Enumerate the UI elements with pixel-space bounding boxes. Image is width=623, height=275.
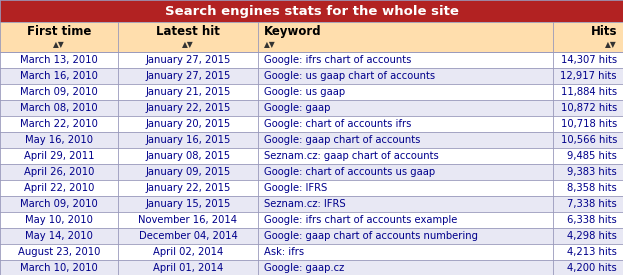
Text: Google: gaap.cz: Google: gaap.cz <box>264 263 345 273</box>
Bar <box>0 0 623 22</box>
Text: May 14, 2010: May 14, 2010 <box>25 231 93 241</box>
Text: Google: IFRS: Google: IFRS <box>264 183 327 193</box>
Text: 9,383 hits: 9,383 hits <box>568 167 617 177</box>
Text: January 27, 2015: January 27, 2015 <box>145 55 231 65</box>
Text: Google: gaap: Google: gaap <box>264 103 330 113</box>
Text: Google: gaap chart of accounts numbering: Google: gaap chart of accounts numbering <box>264 231 478 241</box>
Text: ▲▼: ▲▼ <box>264 40 276 49</box>
Text: March 13, 2010: March 13, 2010 <box>20 55 98 65</box>
Text: April 02, 2014: April 02, 2014 <box>153 247 223 257</box>
Text: January 20, 2015: January 20, 2015 <box>145 119 231 129</box>
Text: August 23, 2010: August 23, 2010 <box>18 247 100 257</box>
Bar <box>0 148 623 164</box>
Text: Seznam.cz: IFRS: Seznam.cz: IFRS <box>264 199 346 209</box>
Text: ▲▼: ▲▼ <box>606 40 617 49</box>
Text: 8,358 hits: 8,358 hits <box>568 183 617 193</box>
Text: First time: First time <box>27 25 91 38</box>
Text: Keyword: Keyword <box>264 25 321 38</box>
Text: May 10, 2010: May 10, 2010 <box>25 215 93 225</box>
Text: May 16, 2010: May 16, 2010 <box>25 135 93 145</box>
Bar <box>0 84 623 100</box>
Text: January 16, 2015: January 16, 2015 <box>145 135 231 145</box>
Text: Google: us gaap chart of accounts: Google: us gaap chart of accounts <box>264 71 435 81</box>
Bar <box>0 116 623 132</box>
Text: Hits: Hits <box>591 25 617 38</box>
Text: 7,338 hits: 7,338 hits <box>568 199 617 209</box>
Text: ▲▼: ▲▼ <box>182 40 194 49</box>
Text: 9,485 hits: 9,485 hits <box>567 151 617 161</box>
Bar <box>0 244 623 260</box>
Text: 10,718 hits: 10,718 hits <box>561 119 617 129</box>
Bar <box>0 68 623 84</box>
Bar <box>0 132 623 148</box>
Text: Google: ifrs chart of accounts: Google: ifrs chart of accounts <box>264 55 411 65</box>
Text: Google: ifrs chart of accounts example: Google: ifrs chart of accounts example <box>264 215 457 225</box>
Text: January 21, 2015: January 21, 2015 <box>145 87 231 97</box>
Bar <box>0 260 623 275</box>
Text: January 08, 2015: January 08, 2015 <box>145 151 231 161</box>
Text: January 22, 2015: January 22, 2015 <box>145 103 231 113</box>
Text: January 27, 2015: January 27, 2015 <box>145 71 231 81</box>
Text: 10,566 hits: 10,566 hits <box>561 135 617 145</box>
Text: November 16, 2014: November 16, 2014 <box>138 215 237 225</box>
Text: 4,200 hits: 4,200 hits <box>568 263 617 273</box>
Bar <box>0 180 623 196</box>
Text: April 22, 2010: April 22, 2010 <box>24 183 94 193</box>
Text: 12,917 hits: 12,917 hits <box>561 71 617 81</box>
Text: Search engines stats for the whole site: Search engines stats for the whole site <box>164 4 459 18</box>
Text: April 01, 2014: April 01, 2014 <box>153 263 223 273</box>
Text: Google: us gaap: Google: us gaap <box>264 87 345 97</box>
Bar <box>0 22 623 52</box>
Text: Latest hit: Latest hit <box>156 25 220 38</box>
Text: January 22, 2015: January 22, 2015 <box>145 183 231 193</box>
Text: 6,338 hits: 6,338 hits <box>568 215 617 225</box>
Bar <box>0 228 623 244</box>
Text: January 15, 2015: January 15, 2015 <box>145 199 231 209</box>
Bar <box>0 52 623 68</box>
Text: ▲▼: ▲▼ <box>53 40 65 49</box>
Text: March 22, 2010: March 22, 2010 <box>20 119 98 129</box>
Bar <box>0 212 623 228</box>
Bar <box>0 100 623 116</box>
Text: April 29, 2011: April 29, 2011 <box>24 151 94 161</box>
Text: Google: gaap chart of accounts: Google: gaap chart of accounts <box>264 135 421 145</box>
Text: 4,213 hits: 4,213 hits <box>567 247 617 257</box>
Text: December 04, 2014: December 04, 2014 <box>139 231 237 241</box>
Text: 14,307 hits: 14,307 hits <box>561 55 617 65</box>
Text: Seznam.cz: gaap chart of accounts: Seznam.cz: gaap chart of accounts <box>264 151 439 161</box>
Text: 4,298 hits: 4,298 hits <box>567 231 617 241</box>
Text: March 08, 2010: March 08, 2010 <box>20 103 98 113</box>
Text: March 09, 2010: March 09, 2010 <box>20 87 98 97</box>
Bar <box>0 196 623 212</box>
Text: Google: chart of accounts ifrs: Google: chart of accounts ifrs <box>264 119 411 129</box>
Bar <box>0 164 623 180</box>
Text: January 09, 2015: January 09, 2015 <box>145 167 231 177</box>
Text: 10,872 hits: 10,872 hits <box>561 103 617 113</box>
Text: Google: chart of accounts us gaap: Google: chart of accounts us gaap <box>264 167 435 177</box>
Text: Ask: ifrs: Ask: ifrs <box>264 247 304 257</box>
Text: April 26, 2010: April 26, 2010 <box>24 167 94 177</box>
Text: March 10, 2010: March 10, 2010 <box>20 263 98 273</box>
Text: March 16, 2010: March 16, 2010 <box>20 71 98 81</box>
Text: March 09, 2010: March 09, 2010 <box>20 199 98 209</box>
Text: 11,884 hits: 11,884 hits <box>561 87 617 97</box>
